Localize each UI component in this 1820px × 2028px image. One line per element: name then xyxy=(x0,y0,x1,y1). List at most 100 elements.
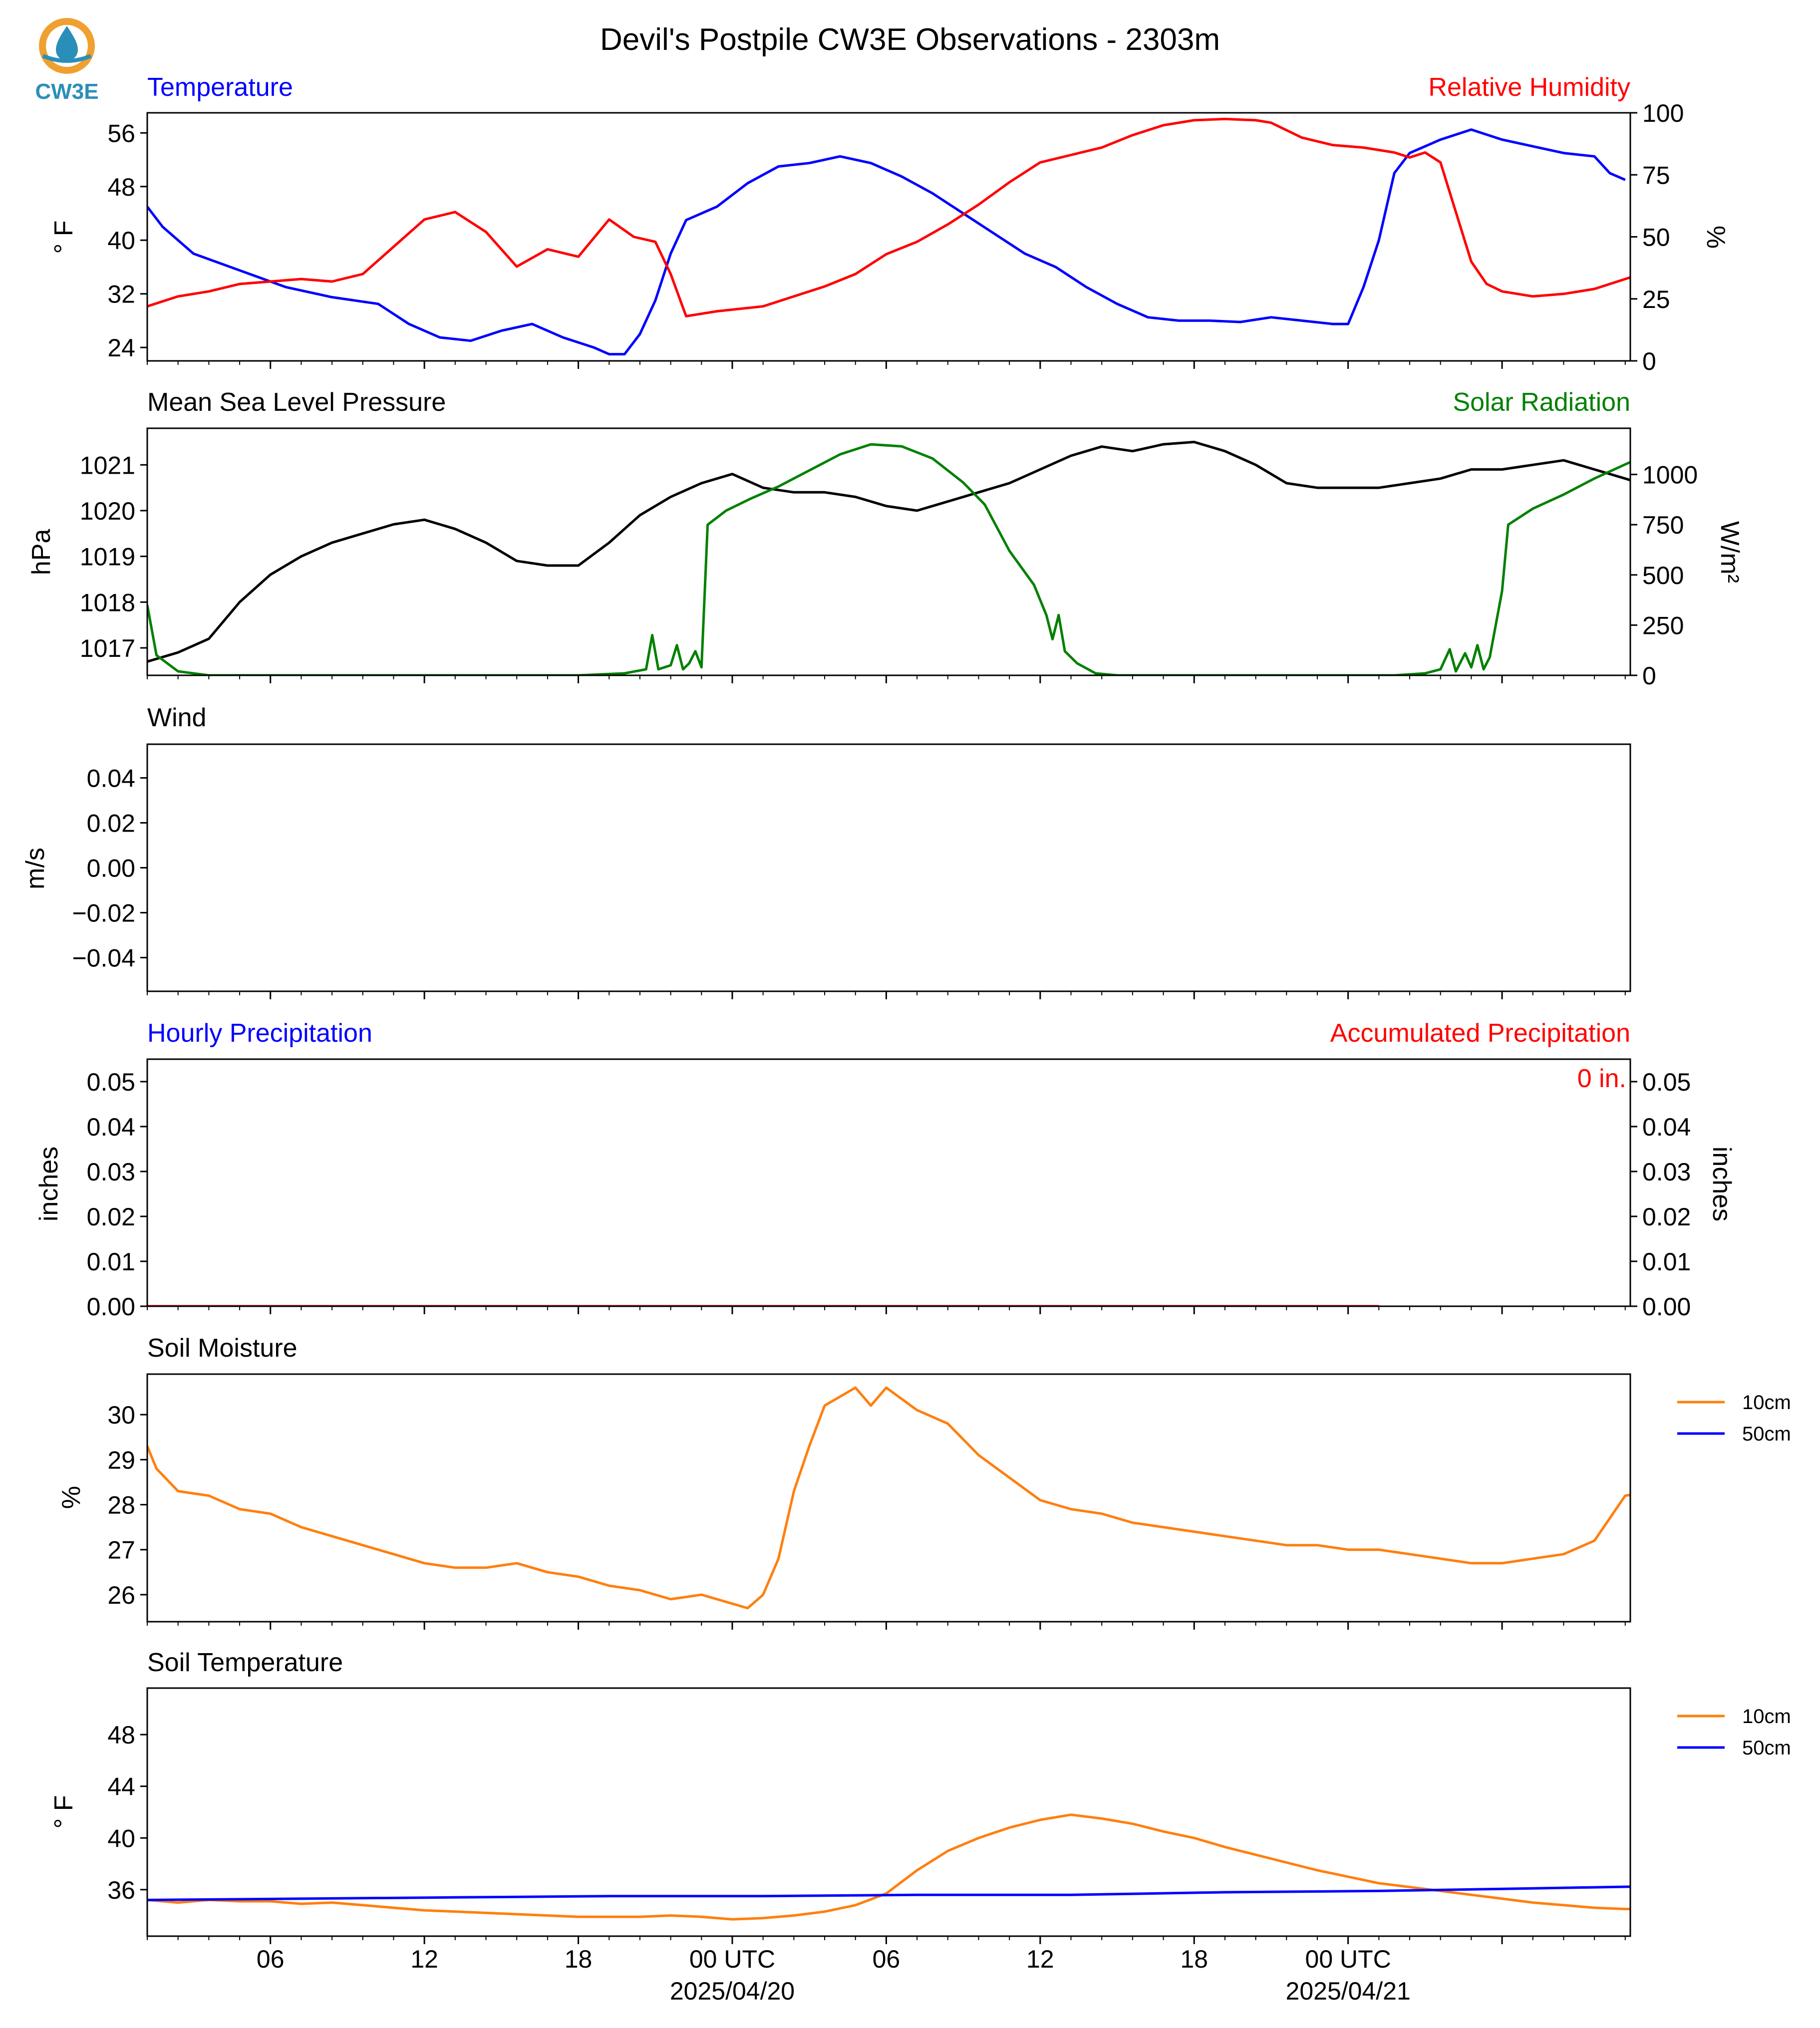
panel-wind: Wind m/s −0.04 −0.02 0.00 0.02 0.04 xyxy=(21,703,1631,999)
axes-frame-soil-moisture xyxy=(146,1373,1631,1623)
water-drop-icon xyxy=(56,26,78,61)
panel-title-soil-temperature: Soil Temperature xyxy=(147,1648,343,1677)
axes-frame-precipitation xyxy=(146,1058,1631,1307)
y-axis-label-solar: W/m² xyxy=(1715,521,1744,583)
y-axis-label-temperature: ° F xyxy=(49,220,78,254)
y-tick-label-left: 1021 xyxy=(80,451,135,479)
panel-title-accum-precip: Accumulated Precipitation xyxy=(1330,1019,1630,1048)
x-tick-label: 12 xyxy=(1026,1945,1054,1973)
y-tick-label-right: 0.02 xyxy=(1642,1203,1691,1231)
panel-soil-temperature: Soil Temperature ° F 36 40 44 48 10cm 50cm xyxy=(49,1648,1791,1944)
series-line-mean-sea-level-pressure xyxy=(147,441,1630,663)
y-tick-label-right: 25 xyxy=(1642,286,1670,313)
panel-title-wind: Wind xyxy=(147,703,206,732)
y-tick-label-left: 30 xyxy=(107,1401,135,1429)
y-tick-label-right: 75 xyxy=(1642,161,1670,189)
x-tick-label: 18 xyxy=(565,1945,593,1973)
y-tick-label-left: 0.04 xyxy=(87,1113,135,1141)
y-axis-label-soil-moisture: % xyxy=(57,1486,86,1509)
series-line-50cm xyxy=(147,1885,1630,1901)
y-tick-label-left: 0.02 xyxy=(87,810,135,838)
series-line-10cm xyxy=(147,1386,1630,1610)
y-tick-label-right: 750 xyxy=(1642,511,1684,539)
y-axis-label-wind: m/s xyxy=(21,848,50,889)
x-date-label: 2025/04/20 xyxy=(670,1977,795,2005)
y-tick-label-right: 500 xyxy=(1642,562,1684,589)
y-tick-label-right: 1000 xyxy=(1642,461,1698,489)
y-tick-label-left: 0.02 xyxy=(87,1203,135,1231)
y-axis-label-humidity: % xyxy=(1701,226,1730,249)
legend-soil-moisture: 10cm 50cm xyxy=(1677,1392,1791,1445)
y-tick-label-left: 32 xyxy=(107,281,135,308)
axes-frame-pressure xyxy=(146,427,1631,676)
y-tick-label-left: 36 xyxy=(107,1876,135,1904)
y-tick-label-left: 1017 xyxy=(80,634,135,662)
legend-label-10cm: 10cm xyxy=(1742,1706,1791,1728)
x-axis-labels: 06 12 18 00 UTC 06 12 18 00 UTC 2025/04/20 2025/0… xyxy=(257,1945,1411,2005)
panel-precipitation: Hourly Precipitation Accumulated Precipi… xyxy=(34,1019,1736,1321)
x-tick-label: 00 UTC xyxy=(689,1945,775,1973)
y-tick-label-left: 0.00 xyxy=(87,855,135,882)
figure-title: Devil's Postpile CW3E Observations - 230… xyxy=(600,22,1220,57)
panel-title-pressure: Mean Sea Level Pressure xyxy=(147,388,446,417)
series-line-temperature xyxy=(147,128,1626,356)
panel-title-temperature: Temperature xyxy=(147,73,293,102)
y-tick-label-left: 40 xyxy=(107,1824,135,1852)
legend-label-50cm: 50cm xyxy=(1742,1423,1791,1445)
y-axis-label-soil-temperature: ° F xyxy=(49,1795,78,1828)
y-tick-label-left: 56 xyxy=(107,119,135,147)
logo-wave xyxy=(42,54,92,63)
x-tick-label: 12 xyxy=(410,1945,438,1973)
y-tick-label-left: 27 xyxy=(107,1536,135,1564)
y-tick-label-left: −0.04 xyxy=(72,944,135,972)
y-tick-label-left: 0.03 xyxy=(87,1158,135,1186)
panel-soil-moisture: Soil Moisture % 26 27 28 29 30 10cm 50cm xyxy=(57,1334,1791,1630)
y-tick-label-right: 50 xyxy=(1642,224,1670,252)
y-tick-label-right: 250 xyxy=(1642,611,1684,639)
y-tick-label-left: 1018 xyxy=(80,588,135,616)
y-tick-label-right: 0 xyxy=(1642,662,1656,690)
axes-frame-wind xyxy=(146,743,1631,992)
y-axis-label-pressure: hPa xyxy=(27,529,56,576)
y-tick-label-right: 0.00 xyxy=(1642,1293,1691,1321)
cw3e-logo: CW3E xyxy=(35,18,99,104)
y-tick-label-right: 0 xyxy=(1642,347,1656,375)
y-tick-label-right: 0.05 xyxy=(1642,1068,1691,1096)
legend-label-10cm: 10cm xyxy=(1742,1392,1791,1414)
x-tick-label: 18 xyxy=(1180,1945,1208,1973)
y-tick-label-left: 44 xyxy=(107,1773,135,1801)
y-tick-label-right: 100 xyxy=(1642,99,1684,127)
x-date-label: 2025/04/21 xyxy=(1286,1977,1411,2005)
y-tick-label-left: −0.02 xyxy=(72,899,135,927)
series-line-10cm xyxy=(147,1813,1630,1921)
panel-title-relative-humidity: Relative Humidity xyxy=(1428,73,1630,102)
logo-text: CW3E xyxy=(35,79,98,104)
y-tick-label-right: 0.03 xyxy=(1642,1158,1691,1186)
y-tick-label-left: 26 xyxy=(107,1581,135,1609)
y-tick-label-left: 40 xyxy=(107,227,135,255)
x-tick-label: 06 xyxy=(873,1945,901,1973)
y-tick-label-left: 1019 xyxy=(80,543,135,571)
panel-title-soil-moisture: Soil Moisture xyxy=(147,1334,298,1363)
y-tick-label-left: 48 xyxy=(107,173,135,201)
y-tick-label-left: 0.04 xyxy=(87,765,135,793)
x-tick-label: 00 UTC xyxy=(1305,1945,1391,1973)
series-line-relative-humidity xyxy=(147,117,1630,317)
y-tick-label-left: 24 xyxy=(107,334,135,362)
y-tick-label-left: 0.00 xyxy=(87,1293,135,1321)
x-tick-label: 06 xyxy=(257,1945,285,1973)
y-tick-label-right: 0.04 xyxy=(1642,1113,1691,1141)
axes-frame-temperature xyxy=(146,112,1631,362)
panel-pressure: Mean Sea Level Pressure Solar Radiation … xyxy=(27,388,1744,690)
y-axis-label-precip-right: inches xyxy=(1707,1147,1736,1221)
legend-label-50cm: 50cm xyxy=(1742,1737,1791,1759)
accumulated-precip-annotation: 0 in. xyxy=(1577,1064,1626,1093)
panel-title-solar-radiation: Solar Radiation xyxy=(1453,388,1630,417)
panel-title-hourly-precip: Hourly Precipitation xyxy=(147,1019,372,1048)
series-line-solar-radiation xyxy=(147,443,1630,675)
legend-soil-temperature: 10cm 50cm xyxy=(1677,1706,1791,1759)
axes-frame-soil-temperature xyxy=(146,1687,1631,1937)
y-tick-label-left: 48 xyxy=(107,1721,135,1749)
